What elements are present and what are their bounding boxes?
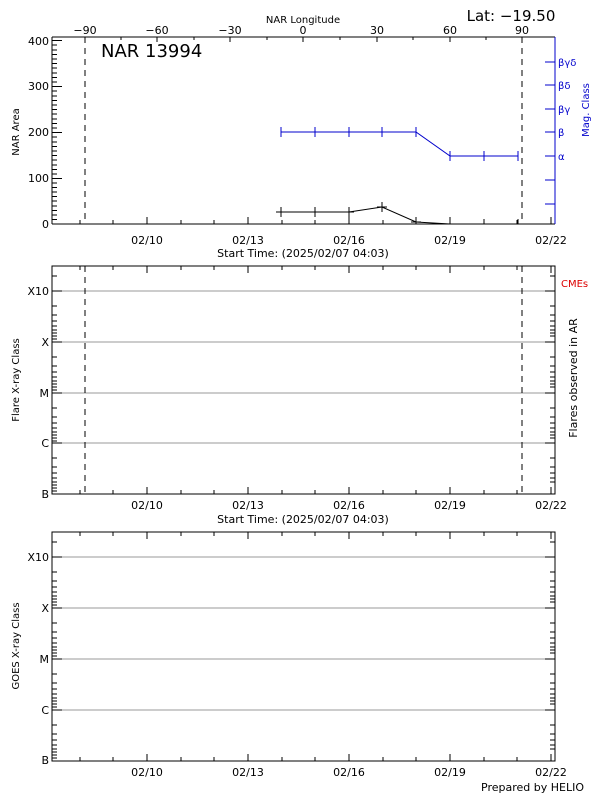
svg-text:02/16: 02/16 xyxy=(333,234,365,247)
nar-x-axis-label: Start Time: (2025/02/07 04:03) xyxy=(217,247,389,260)
region-title: NAR 13994 xyxy=(101,41,202,62)
svg-text:30: 30 xyxy=(370,24,384,37)
top-axis-title: NAR Longitude xyxy=(266,15,340,26)
svg-text:02/10: 02/10 xyxy=(131,766,163,779)
nar-x-tick-labels: 02/10 02/13 02/16 02/19 02/22 xyxy=(131,234,567,247)
svg-text:βγδ: βγδ xyxy=(558,58,576,69)
svg-text:βδ: βδ xyxy=(558,81,571,92)
svg-text:B: B xyxy=(41,488,49,501)
flares-gridlines xyxy=(52,290,555,444)
nar-area-series xyxy=(276,202,519,225)
svg-text:02/16: 02/16 xyxy=(333,499,365,512)
goes-panel: B C M X X10 GOES X-ray Class 02/10 02/13… xyxy=(11,531,567,779)
svg-text:02/16: 02/16 xyxy=(333,766,365,779)
mag-class-ticks xyxy=(545,61,555,205)
flares-panel: B C M X X10 Flare X-ray Class CMEs Flare… xyxy=(11,265,588,526)
svg-text:M: M xyxy=(40,387,50,400)
svg-text:02/22: 02/22 xyxy=(535,499,567,512)
flares-right-axis-label: Flares observed in AR xyxy=(567,318,580,438)
svg-text:02/22: 02/22 xyxy=(535,234,567,247)
nar-panel: NAR Longitude Lat: −19.50 −90 −60 −30 0 … xyxy=(11,7,592,260)
svg-text:β: β xyxy=(558,128,564,139)
svg-text:02/22: 02/22 xyxy=(535,766,567,779)
svg-text:βγ: βγ xyxy=(558,105,570,116)
svg-text:C: C xyxy=(41,437,49,450)
flares-y-tick-labels: B C M X X10 xyxy=(27,285,49,501)
svg-text:60: 60 xyxy=(443,24,457,37)
nar-y-axis-label: NAR Area xyxy=(11,108,22,155)
svg-text:X: X xyxy=(41,336,49,349)
latitude-label: Lat: −19.50 xyxy=(467,7,556,25)
mag-class-labels: α β βγ βδ βγδ xyxy=(558,58,576,163)
svg-text:200: 200 xyxy=(28,126,49,139)
svg-text:−60: −60 xyxy=(145,24,168,37)
nar-x-ticks xyxy=(79,217,552,224)
svg-text:X: X xyxy=(41,602,49,615)
svg-text:C: C xyxy=(41,704,49,717)
mag-class-series xyxy=(280,127,519,161)
cme-legend-label: CMEs xyxy=(561,279,588,290)
credit-label: Prepared by HELIO xyxy=(481,781,584,794)
svg-text:02/19: 02/19 xyxy=(434,766,466,779)
goes-y-tick-labels: B C M X X10 xyxy=(27,551,49,767)
svg-text:400: 400 xyxy=(28,35,49,48)
svg-text:0: 0 xyxy=(300,24,307,37)
flares-x-tick-labels: 02/10 02/13 02/16 02/19 02/22 xyxy=(131,499,567,512)
svg-text:02/13: 02/13 xyxy=(232,499,264,512)
svg-text:100: 100 xyxy=(28,172,49,185)
nar-y-tick-labels: 0 100 200 300 400 xyxy=(28,35,49,231)
svg-text:90: 90 xyxy=(515,24,529,37)
nar-y-ticks xyxy=(52,40,62,225)
svg-text:02/10: 02/10 xyxy=(131,234,163,247)
flares-x-axis-label: Start Time: (2025/02/07 04:03) xyxy=(217,513,389,526)
svg-text:−90: −90 xyxy=(73,24,96,37)
goes-y-axis-label: GOES X-ray Class xyxy=(11,602,22,689)
svg-text:02/13: 02/13 xyxy=(232,234,264,247)
svg-text:M: M xyxy=(40,653,50,666)
goes-gridlines xyxy=(52,556,555,711)
svg-text:α: α xyxy=(558,152,565,163)
svg-text:X10: X10 xyxy=(27,551,49,564)
svg-text:0: 0 xyxy=(42,218,49,231)
flares-y-axis-label: Flare X-ray Class xyxy=(11,338,22,422)
svg-text:02/19: 02/19 xyxy=(434,234,466,247)
svg-text:X10: X10 xyxy=(27,285,49,298)
svg-text:02/13: 02/13 xyxy=(232,766,264,779)
svg-text:02/10: 02/10 xyxy=(131,499,163,512)
svg-text:B: B xyxy=(41,754,49,767)
svg-text:−30: −30 xyxy=(218,24,241,37)
mag-class-axis-label: Mag. Class xyxy=(581,83,592,137)
svg-text:300: 300 xyxy=(28,80,49,93)
top-axis-ticks: −90 −60 −30 0 30 60 90 xyxy=(73,24,529,37)
goes-x-tick-labels: 02/10 02/13 02/16 02/19 02/22 xyxy=(131,766,567,779)
svg-text:02/19: 02/19 xyxy=(434,499,466,512)
